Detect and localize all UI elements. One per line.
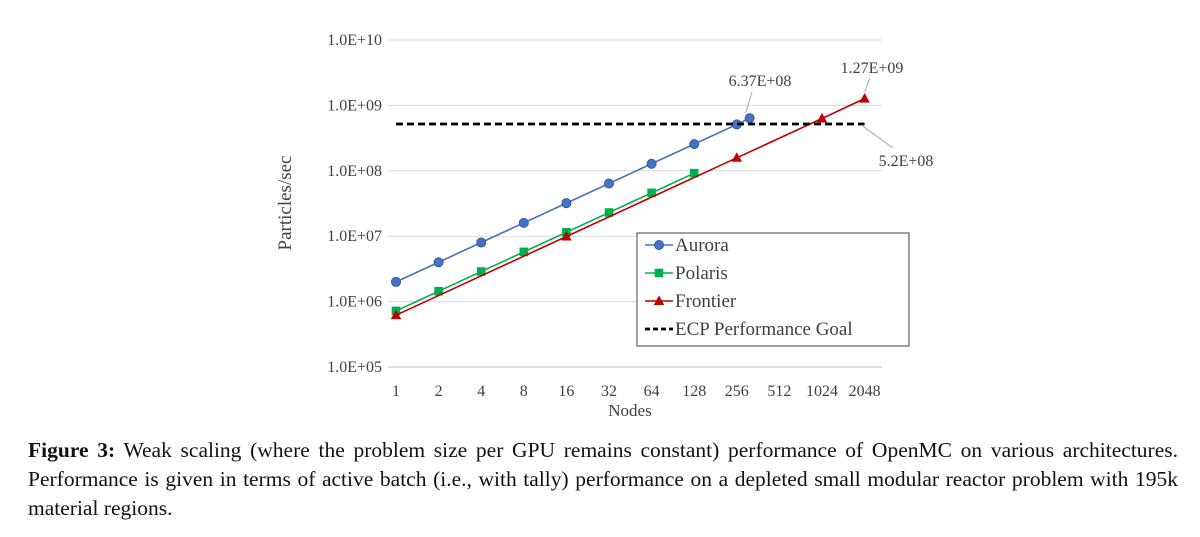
data-point xyxy=(816,112,828,123)
x-tick-label: 4 xyxy=(477,383,485,400)
legend-label: Frontier xyxy=(675,291,737,312)
legend-box xyxy=(636,232,910,347)
series-aurora xyxy=(390,113,755,287)
legend-marker xyxy=(654,239,665,250)
annotation-label: 1.27E+09 xyxy=(841,60,904,77)
data-point xyxy=(561,230,572,241)
y-tick-label: 1.0E+05 xyxy=(327,359,382,376)
x-tick-label: 1024 xyxy=(806,383,838,400)
legend: Aurora Polaris Frontier ECP Performance Goa… xyxy=(636,232,910,347)
annotation-leader xyxy=(864,77,871,92)
annotation-label: 6.37E+08 xyxy=(729,73,792,90)
data-point xyxy=(859,93,870,103)
data-point xyxy=(647,188,656,198)
series-line xyxy=(395,172,695,312)
chart: 1.0E+05 1.0E+06 1.0E+07 1.0E+08 1.0E+09 1.0E+… xyxy=(275,32,934,420)
y-tick-label: 1.0E+06 xyxy=(327,294,382,311)
y-tick-label: 1.0E+07 xyxy=(327,228,382,245)
y-axis-title: Particles/sec xyxy=(275,156,296,251)
data-point xyxy=(519,247,529,257)
x-tick-label: 16 xyxy=(558,383,574,400)
legend-item: Polaris xyxy=(645,263,728,284)
data-point xyxy=(604,178,615,189)
axes: 1.0E+05 1.0E+06 1.0E+07 1.0E+08 1.0E+09 1.0E+… xyxy=(275,32,882,420)
legend-item: Aurora xyxy=(645,235,729,256)
x-tick-label: 2048 xyxy=(849,383,881,400)
legend-label: Polaris xyxy=(675,263,728,284)
x-tick-label: 64 xyxy=(644,383,660,400)
data-point xyxy=(689,168,699,178)
caption-text: Weak scaling (where the problem size per… xyxy=(28,438,1178,520)
data-point xyxy=(434,286,443,296)
x-tick-label: 2 xyxy=(435,383,443,400)
x-tick-label: 1 xyxy=(392,383,400,400)
annotations: 6.37E+08 1.27E+09 5.2E+08 xyxy=(729,60,934,170)
data-point xyxy=(390,276,401,287)
x-tick-label: 128 xyxy=(682,383,706,400)
data-point xyxy=(561,198,572,209)
data-point xyxy=(604,208,614,217)
data-point xyxy=(518,217,529,228)
data-point xyxy=(731,152,742,162)
y-tick-label: 1.0E+10 xyxy=(327,32,382,49)
data-point xyxy=(476,237,487,248)
legend-marker xyxy=(654,268,664,278)
annotation-label: 5.2E+08 xyxy=(879,153,934,170)
series-group xyxy=(390,93,870,320)
data-point xyxy=(689,139,700,150)
legend-label: ECP Performance Goal xyxy=(675,319,853,340)
data-point xyxy=(646,158,657,169)
y-tick-label: 1.0E+09 xyxy=(327,97,382,114)
figure-caption: Figure 3: Weak scaling (where the proble… xyxy=(28,436,1178,523)
data-point xyxy=(433,257,444,268)
legend-label: Aurora xyxy=(675,235,729,256)
legend-marker xyxy=(653,295,665,305)
data-point xyxy=(744,113,755,124)
legend-item: ECP Performance Goal xyxy=(645,319,853,340)
x-tick-label: 512 xyxy=(767,383,791,400)
caption-label: Figure 3: xyxy=(28,438,116,462)
x-axis-title: Nodes xyxy=(608,401,651,420)
series-frontier xyxy=(390,93,870,320)
annotation-leader xyxy=(862,125,894,149)
series-line xyxy=(395,117,750,283)
annotation-leader xyxy=(745,91,753,114)
y-tick-label: 1.0E+08 xyxy=(327,163,382,180)
x-tick-label: 8 xyxy=(520,383,528,400)
data-point xyxy=(476,267,486,276)
x-tick-label: 32 xyxy=(601,383,617,400)
x-tick-label: 256 xyxy=(725,383,749,400)
data-point xyxy=(390,309,402,320)
legend-item: Frontier xyxy=(645,291,737,312)
